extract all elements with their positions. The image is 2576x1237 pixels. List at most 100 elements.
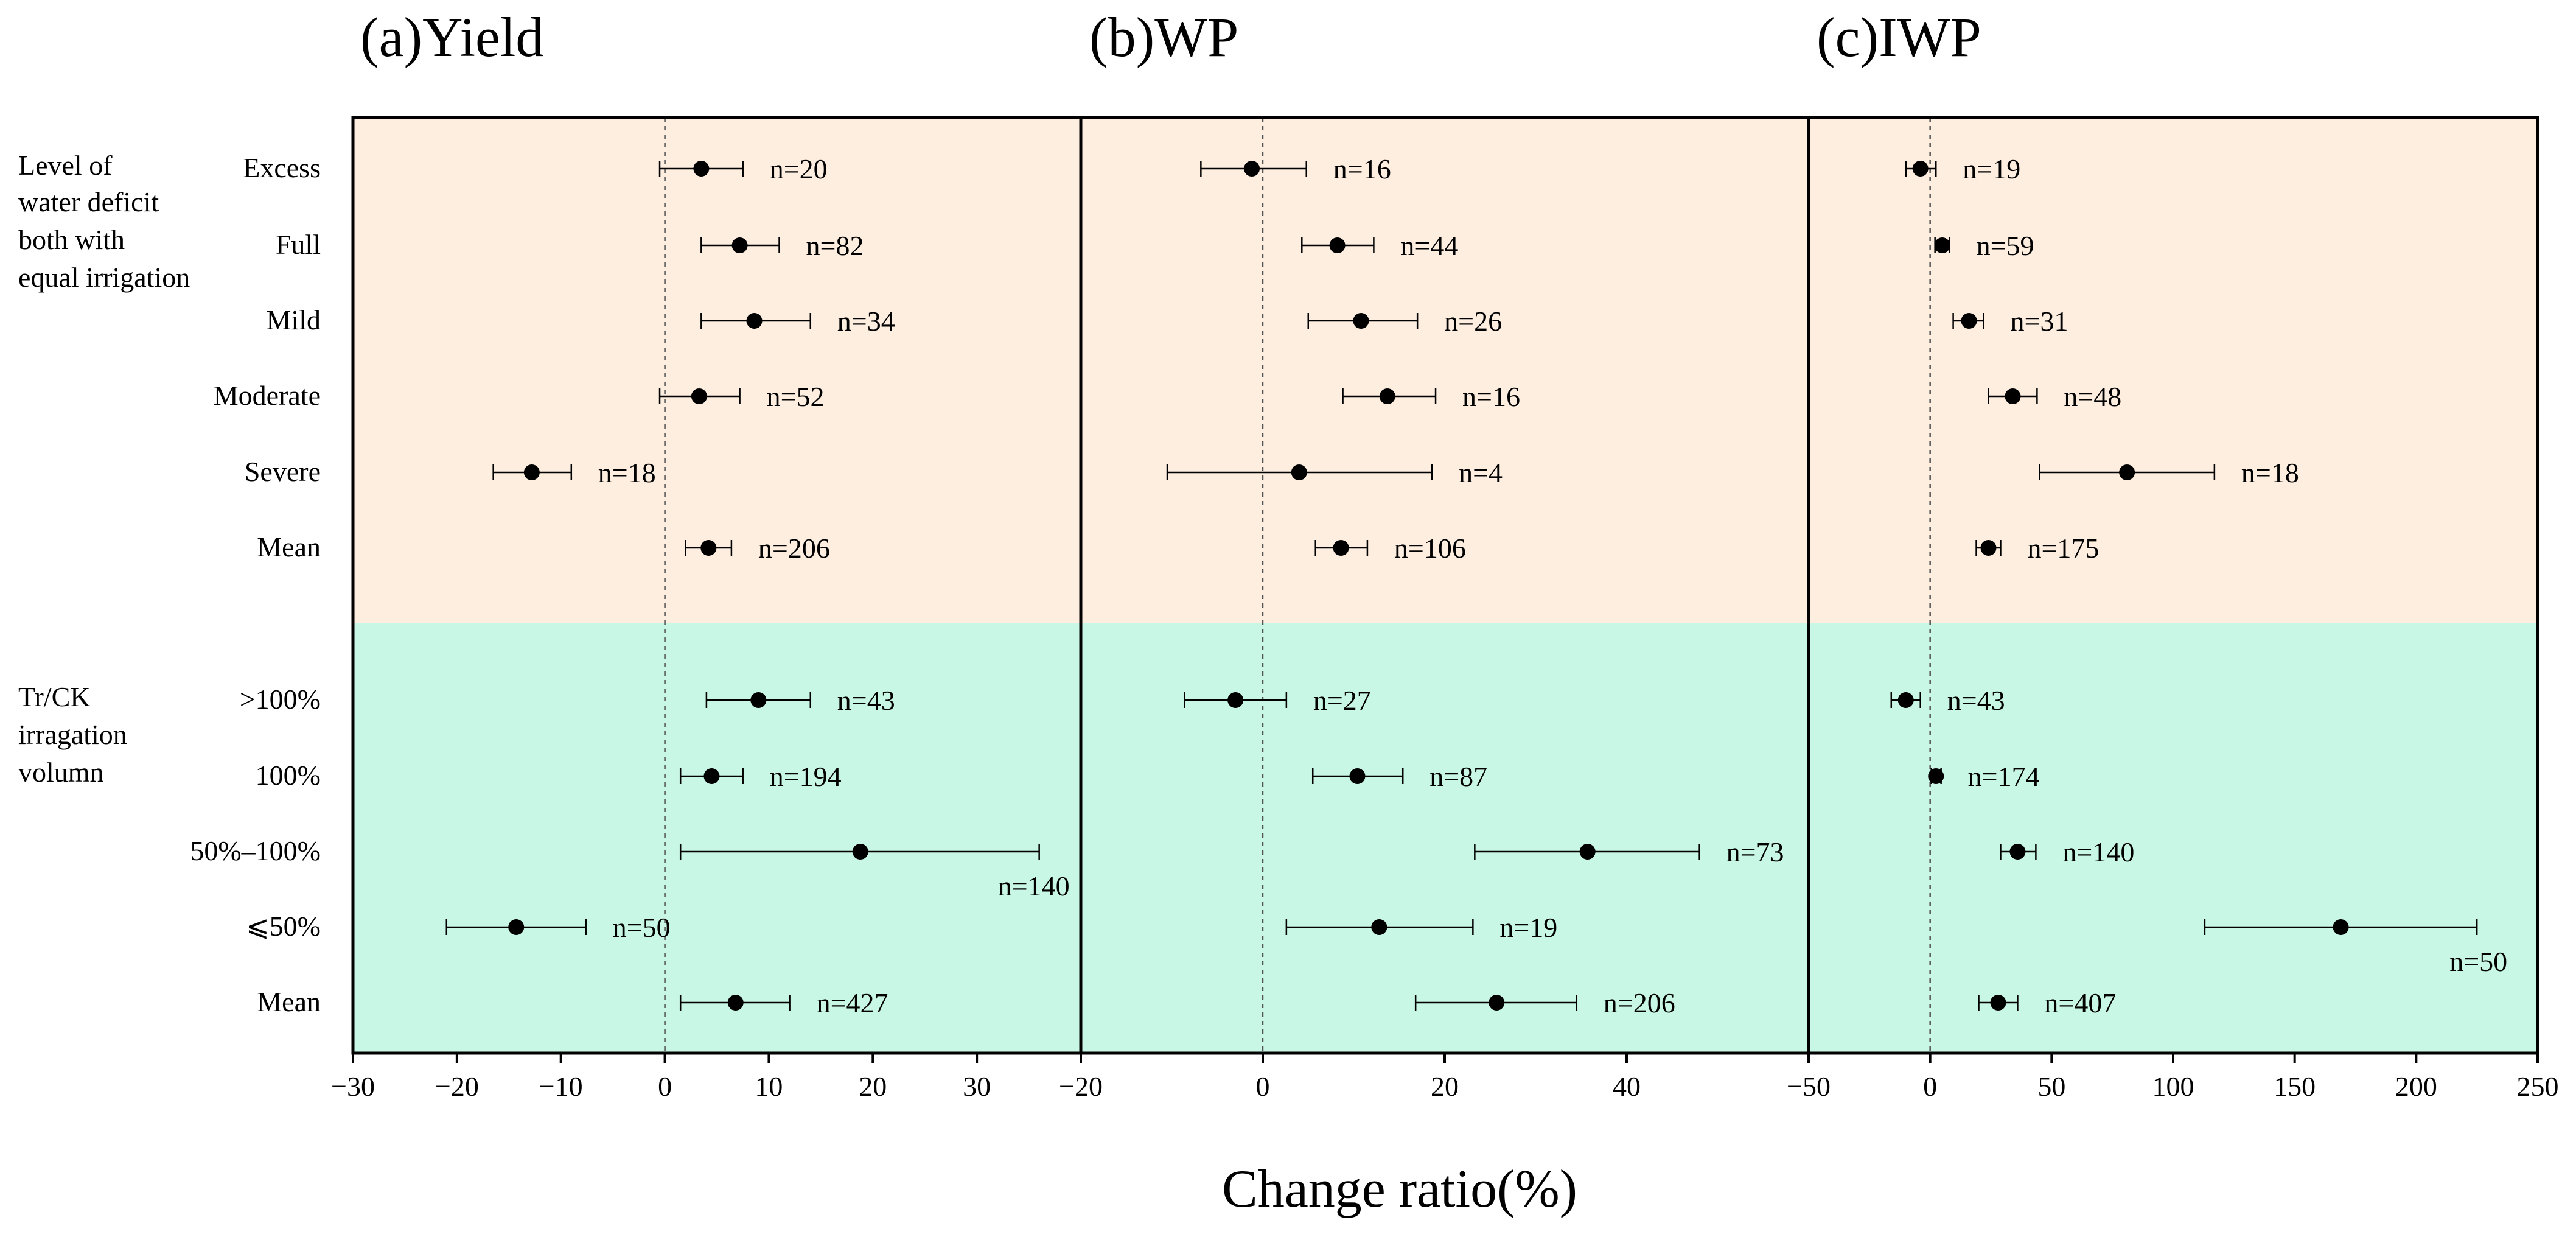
panel-b-n-label: n=87	[1429, 761, 1487, 792]
panel-b-x-tick-label: 40	[1613, 1071, 1641, 1102]
panel-a-mean-point	[693, 161, 710, 177]
panel-b-top-band	[1081, 117, 1809, 623]
panel-c-mean-point	[1928, 768, 1944, 784]
panel-b-n-label: n=26	[1444, 306, 1502, 337]
panel-b-bottom-band	[1081, 623, 1809, 1053]
group-label-line: Level of	[18, 150, 113, 181]
panel-a-mean-point	[727, 995, 744, 1011]
panel-c-mean-point	[2005, 388, 2021, 404]
panel-c-x-tick-label: 0	[1923, 1071, 1937, 1102]
panel-c-bottom-band	[1809, 623, 2538, 1053]
panel-a-x-tick-label: 0	[658, 1071, 672, 1102]
panel-b-mean-point	[1371, 919, 1387, 935]
x-axis-label: Change ratio(%)	[1222, 1160, 1577, 1219]
panel-a-x-tick-label: −20	[435, 1071, 479, 1102]
panel-b-n-label: n=19	[1499, 912, 1557, 943]
panel-c-mean-point	[1990, 995, 2006, 1011]
group-label-line: volumn	[18, 757, 104, 788]
panel-a-x-tick-label: 30	[963, 1071, 991, 1102]
panel-c-mean-point	[2009, 844, 2026, 860]
row-labels: Excess Full Mild Moderate Severe Mean >1…	[190, 152, 321, 1017]
row-label-mean-volume: Mean	[257, 986, 321, 1017]
panel-c-mean-point	[1961, 313, 1977, 329]
panel-c-title: (c)IWP	[1817, 6, 1981, 68]
row-label-mean-deficit: Mean	[257, 531, 321, 562]
panel-a-bottom-band	[353, 623, 1081, 1053]
panel-a-top-band	[353, 117, 1081, 623]
panel-b-n-label: n=73	[1726, 836, 1784, 867]
group-label-line: equal irrigation	[18, 262, 190, 293]
panel-c-x-tick-label: 100	[2152, 1071, 2194, 1102]
panel-b-mean-point	[1329, 237, 1346, 253]
panel-c-top-band	[1809, 117, 2538, 623]
panel-a-n-label: n=43	[837, 685, 895, 716]
panel-c-mean-point	[1912, 161, 1929, 177]
panel-b-n-label: n=206	[1604, 987, 1675, 1018]
row-label-under-50: ⩽50%	[246, 911, 321, 942]
panel-a-n-label: n=34	[837, 306, 895, 337]
panel-a-mean-point	[703, 768, 720, 784]
panel-c-mean-point	[1897, 692, 1914, 708]
panel-c-mean-point	[2119, 464, 2135, 480]
group-label-line: water deficit	[18, 186, 159, 217]
panel-b-mean-point	[1291, 464, 1307, 480]
row-label-over-100: >100%	[240, 684, 321, 715]
panel-c-x-tick-label: −50	[1787, 1071, 1831, 1102]
panel-a-x-tick-label: −30	[331, 1071, 375, 1102]
panel-a-n-label: n=52	[767, 381, 825, 412]
data-marks: n=20 n=82 n=34 n=52 n=18 n=206 n=43 n=194 n=140 n…	[445, 153, 2507, 1018]
panel-b-title: (b)WP	[1089, 6, 1238, 68]
panel-c-mean-point	[1980, 540, 1997, 556]
panel-b-mean-point	[1244, 161, 1260, 177]
row-label-full: Full	[276, 229, 321, 260]
panel-b-n-label: n=16	[1462, 381, 1520, 412]
panel-a-mean-point	[852, 844, 868, 860]
panel-a-mean-point	[750, 692, 767, 708]
panel-a-n-label: n=206	[758, 533, 830, 564]
panel-b-n-label: n=4	[1459, 457, 1503, 488]
panel-c-n-label: n=18	[2241, 457, 2299, 488]
panel-a-mean-point	[523, 464, 540, 480]
panel-c-n-label: n=48	[2064, 381, 2121, 412]
panel-c-mean-point	[2333, 919, 2349, 935]
panel-a-n-label: n=140	[998, 871, 1070, 902]
panel-a-mean-point	[508, 919, 525, 935]
panel-a-mean-point	[691, 388, 707, 404]
panel-a-n-label: n=194	[770, 761, 842, 792]
panel-b-mean-point	[1227, 692, 1244, 708]
panel-c-n-label: n=407	[2044, 987, 2116, 1018]
panel-b-n-label: n=44	[1400, 230, 1458, 261]
panel-c-n-label: n=174	[1968, 761, 2040, 792]
panel-b-mean-point	[1379, 388, 1395, 404]
x-axes: −30 −20 −10 0 10 20 30 −20 0 20 40 −50 0 50 100 150 200 2…	[331, 1053, 2559, 1102]
row-label-50-100: 50%–100%	[190, 835, 321, 866]
panel-a-n-label: n=20	[770, 153, 828, 184]
panel-b-n-label: n=27	[1313, 685, 1371, 716]
panel-c-n-label: n=50	[2449, 946, 2507, 977]
panel-a-n-label: n=427	[817, 987, 888, 1018]
panel-b-x-tick-label: 20	[1431, 1071, 1459, 1102]
panel-a-n-label: n=50	[613, 912, 671, 943]
panel-b-x-tick-label: −20	[1059, 1071, 1103, 1102]
panel-b-mean-point	[1353, 313, 1369, 329]
panel-c-n-label: n=140	[2062, 836, 2134, 867]
panel-b-n-label: n=106	[1394, 533, 1466, 564]
panel-c-x-tick-label: 250	[2517, 1071, 2559, 1102]
group-label-water-deficit: Level of water deficit both with equal i…	[18, 150, 190, 293]
row-label-mild: Mild	[267, 304, 321, 335]
group-label-irrigation-volume: Tr/CK irragation volumn	[18, 681, 134, 788]
panel-c-x-tick-label: 150	[2274, 1071, 2316, 1102]
panel-a-x-tick-label: −10	[539, 1071, 583, 1102]
panel-a-x-tick-label: 20	[859, 1071, 887, 1102]
panel-a-n-label: n=82	[806, 230, 864, 261]
panel-c-mean-point	[1934, 237, 1950, 253]
zero-lines	[664, 117, 1931, 1053]
panel-a-mean-point	[700, 540, 717, 556]
panel-b-mean-point	[1489, 995, 1505, 1011]
panel-b-mean-point	[1349, 768, 1366, 784]
row-label-100: 100%	[256, 760, 321, 791]
group-label-line: Tr/CK	[18, 681, 90, 712]
panel-b-n-label: n=16	[1333, 153, 1391, 184]
panel-b-mean-point	[1579, 844, 1596, 860]
panel-c-n-label: n=175	[2027, 533, 2099, 564]
